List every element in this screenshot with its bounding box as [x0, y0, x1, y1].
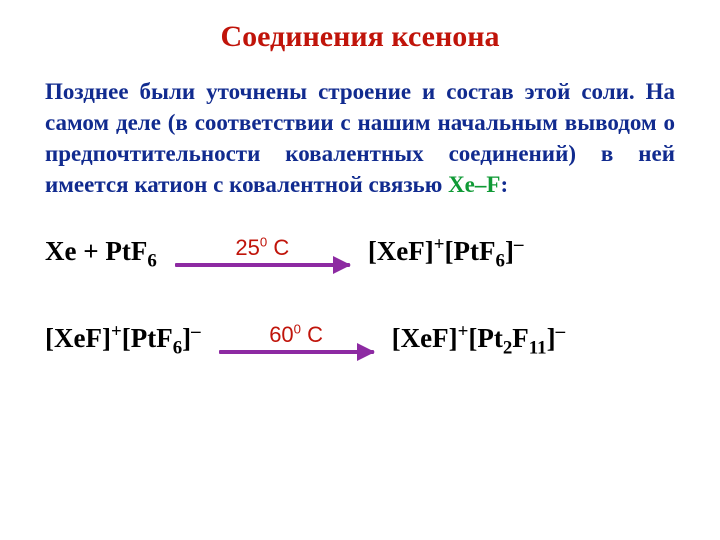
eq2-lhs-bsub: 6: [173, 337, 182, 358]
eq2-arrow-label-sup: 0: [294, 322, 301, 337]
eq1-rhs-c: ]: [505, 236, 514, 266]
para-after: :: [500, 172, 508, 197]
eq1-arrow-label-post: С: [267, 235, 289, 260]
eq2-arrow-wrap: 600 С: [219, 322, 374, 354]
eq1-arrow-wrap: 250 С: [175, 235, 350, 267]
eq1-arrow-label: 250 С: [235, 235, 289, 261]
equation-2: [XeF]+[PtF6]– 600 С [XeF]+[Pt2F11]–: [45, 322, 675, 354]
eq2-arrow-label-pre: 60: [269, 322, 293, 347]
eq2-rhs: [XeF]+[Pt2F11]–: [392, 323, 565, 354]
xef-bond: Xe–F: [448, 172, 500, 197]
eq2-rhs-csub: 11: [529, 337, 547, 358]
eq2-rhs-bsub: 2: [503, 337, 512, 358]
eq2-rhs-d: ]: [547, 323, 556, 353]
eq2-lhs-a: [XeF]: [45, 323, 111, 353]
eq2-lhs-b: [PtF: [122, 323, 173, 353]
eq1-lhs-sub: 6: [147, 250, 156, 271]
eq2-rhs-c: F: [512, 323, 529, 353]
eq2-lhs-asup: +: [111, 321, 122, 342]
eq1-arrow-label-pre: 25: [235, 235, 259, 260]
eq2-rhs-asup: +: [458, 321, 469, 342]
eq1-lhs-text: Xe + PtF: [45, 236, 147, 266]
arrow-icon: [175, 263, 350, 267]
eq2-lhs-c: ]: [182, 323, 191, 353]
eq2-rhs-b: [Pt: [468, 323, 502, 353]
eq1-rhs: [XeF]+[PtF6]–: [368, 236, 524, 267]
eq2-lhs: [XeF]+[PtF6]–: [45, 323, 201, 354]
intro-paragraph: Позднее были уточнены строение и состав …: [45, 76, 675, 200]
eq1-rhs-a: [XeF]: [368, 236, 434, 266]
equation-1: Xe + PtF6 250 С [XeF]+[PtF6]–: [45, 235, 675, 267]
eq2-arrow-label: 600 С: [269, 322, 323, 348]
arrow-icon: [219, 350, 374, 354]
eq1-lhs: Xe + PtF6: [45, 236, 157, 267]
page-title: Соединения ксенона: [45, 20, 675, 54]
para-before: Позднее были уточнены строение и состав …: [45, 79, 675, 197]
eq2-rhs-dsup: –: [556, 321, 565, 342]
eq2-lhs-csup: –: [191, 321, 200, 342]
eq1-rhs-csup: –: [514, 234, 523, 255]
eq2-rhs-a: [XeF]: [392, 323, 458, 353]
eq1-rhs-bsub: 6: [496, 250, 505, 271]
eq1-rhs-asup: +: [434, 234, 445, 255]
eq1-rhs-b: [PtF: [445, 236, 496, 266]
eq2-arrow-label-post: С: [301, 322, 323, 347]
